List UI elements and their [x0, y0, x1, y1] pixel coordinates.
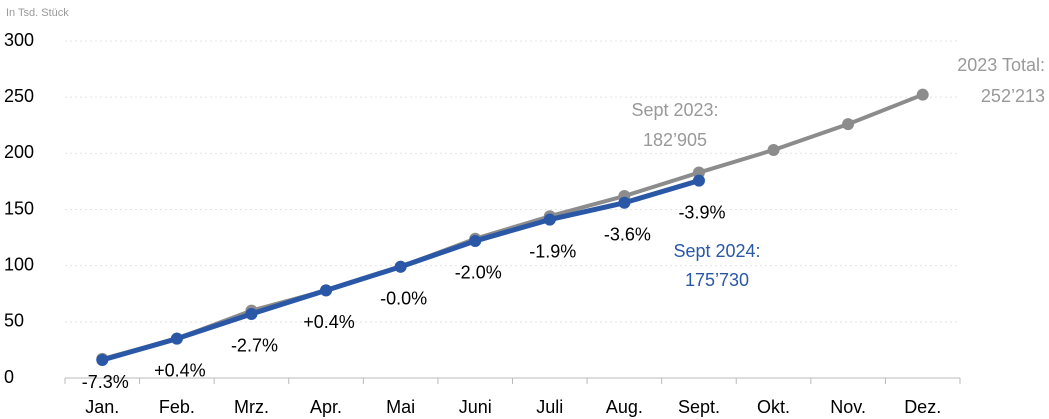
change-label: +0.4%: [154, 360, 206, 380]
y-tick-label: 300: [4, 30, 34, 50]
y-tick-label: 250: [4, 86, 34, 106]
annotation: Sept 2024:: [673, 241, 760, 261]
change-label: -0.0%: [380, 289, 427, 309]
change-label: -3.6%: [604, 225, 651, 245]
point: [245, 307, 258, 320]
change-label: -2.0%: [455, 263, 502, 283]
point: [618, 196, 631, 209]
annotation-sept-2024: Sept 2024: 175’730: [673, 241, 760, 290]
subtitle: In Tsd. Stück: [6, 7, 69, 19]
x-tick-label: Nov.: [830, 397, 866, 417]
series-line: [101, 92, 924, 361]
x-tick-label: Okt.: [757, 397, 790, 417]
annotation: 182’905: [643, 130, 707, 150]
point: [170, 332, 183, 345]
point: [469, 234, 482, 247]
x-tick-label: Jan.: [85, 397, 119, 417]
y-tick-label: 100: [4, 254, 34, 274]
y-tick-label: 200: [4, 142, 34, 162]
point: [916, 88, 929, 101]
x-tick-label: Aug.: [606, 397, 643, 417]
point: [543, 213, 556, 226]
point: [320, 284, 333, 297]
x-tick-label: Dez.: [904, 397, 941, 417]
annotation: 175’730: [685, 270, 749, 290]
y-tick-label: 50: [4, 311, 24, 331]
y-tick-label: 150: [4, 198, 34, 218]
point: [96, 354, 109, 367]
x-tick-label: Sept.: [678, 397, 720, 417]
change-label: +0.4%: [303, 312, 355, 332]
point: [394, 260, 407, 273]
point: [767, 143, 780, 156]
y-tick-label: 0: [4, 367, 14, 387]
annotation-sept-2023: Sept 2023: 182’905: [631, 100, 718, 150]
annotation: 252’213: [981, 86, 1045, 106]
change-label: -2.7%: [231, 336, 278, 356]
point: [842, 118, 855, 131]
x-tick-label: Feb.: [159, 397, 195, 417]
x-tick-label: Juli: [536, 397, 563, 417]
annotation: 2023 Total:: [957, 55, 1045, 75]
change-label: -3.9%: [678, 202, 725, 222]
point: [692, 174, 705, 187]
x-tick-label: Mrz.: [234, 397, 269, 417]
annotation: Sept 2023:: [631, 100, 718, 120]
annotation-total-2023: 2023 Total: 252’213: [957, 55, 1045, 106]
x-tick-label: Juni: [459, 397, 492, 417]
x-tick-label: Mai: [386, 397, 415, 417]
change-label: -1.9%: [529, 241, 576, 261]
change-label: -7.3%: [82, 372, 129, 392]
x-tick-label: Apr.: [310, 397, 342, 417]
